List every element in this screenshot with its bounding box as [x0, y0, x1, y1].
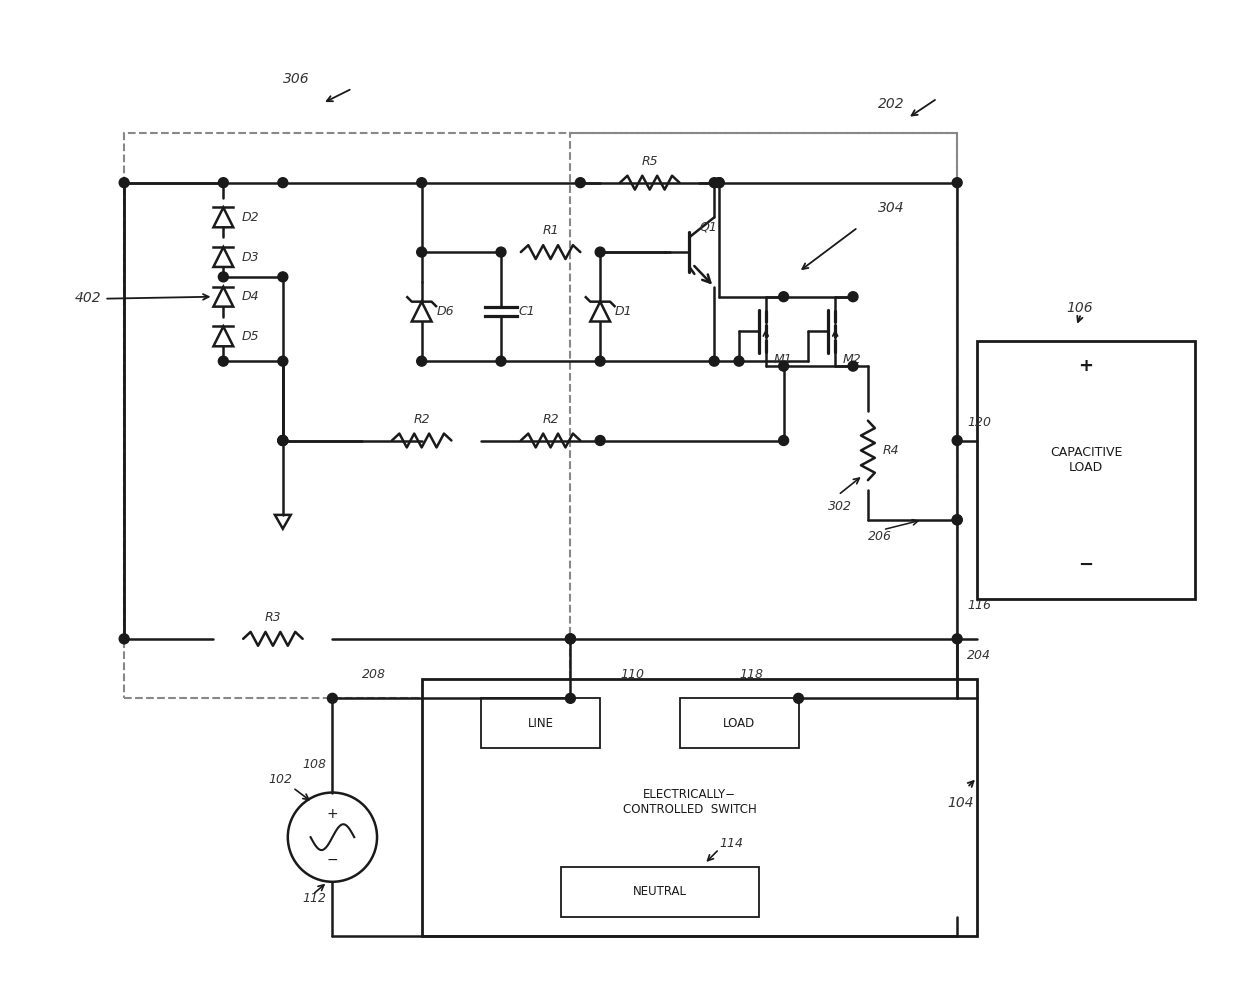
Circle shape [595, 356, 605, 366]
Text: M1: M1 [774, 353, 792, 366]
Circle shape [278, 178, 288, 188]
Circle shape [595, 247, 605, 257]
Text: 112: 112 [303, 892, 326, 905]
Text: 206: 206 [868, 530, 892, 543]
Circle shape [417, 247, 427, 257]
Text: D2: D2 [242, 211, 259, 224]
FancyBboxPatch shape [422, 678, 977, 936]
Text: 118: 118 [739, 668, 763, 682]
FancyBboxPatch shape [560, 867, 759, 916]
Text: D1: D1 [615, 305, 632, 318]
Circle shape [278, 436, 288, 445]
Circle shape [417, 178, 427, 188]
Text: R5: R5 [641, 155, 658, 168]
Text: 102: 102 [268, 773, 291, 786]
Circle shape [278, 436, 288, 445]
Circle shape [848, 361, 858, 371]
Circle shape [496, 356, 506, 366]
Circle shape [952, 515, 962, 525]
Circle shape [327, 693, 337, 703]
Text: 204: 204 [967, 649, 991, 662]
Circle shape [709, 178, 719, 188]
Text: CAPACITIVE
LOAD: CAPACITIVE LOAD [1050, 446, 1122, 474]
Circle shape [779, 361, 789, 371]
Text: R4: R4 [883, 444, 899, 457]
FancyBboxPatch shape [680, 698, 799, 748]
Text: 110: 110 [620, 668, 644, 682]
Circle shape [714, 178, 724, 188]
Circle shape [218, 272, 228, 282]
Text: 114: 114 [719, 837, 743, 850]
Text: C1: C1 [518, 305, 536, 318]
Circle shape [278, 356, 288, 366]
Text: 306: 306 [283, 72, 310, 86]
Circle shape [952, 515, 962, 525]
Text: 104: 104 [947, 796, 973, 810]
Circle shape [734, 356, 744, 366]
Text: R1: R1 [542, 224, 559, 237]
Text: +: + [326, 807, 339, 821]
Circle shape [848, 292, 858, 302]
Text: 108: 108 [303, 758, 326, 771]
Circle shape [714, 178, 724, 188]
Circle shape [709, 356, 719, 366]
Circle shape [218, 178, 228, 188]
Circle shape [952, 436, 962, 445]
Text: D5: D5 [242, 330, 259, 343]
Text: 120: 120 [967, 416, 991, 429]
Circle shape [779, 292, 789, 302]
Text: −: − [326, 853, 339, 867]
Circle shape [952, 178, 962, 188]
Circle shape [278, 436, 288, 445]
Text: LINE: LINE [528, 717, 554, 730]
Circle shape [278, 272, 288, 282]
Circle shape [119, 634, 129, 644]
FancyBboxPatch shape [481, 698, 600, 748]
Text: Q1: Q1 [699, 221, 717, 234]
Text: R3: R3 [264, 611, 281, 624]
Circle shape [496, 247, 506, 257]
Circle shape [417, 356, 427, 366]
Text: NEUTRAL: NEUTRAL [632, 885, 687, 898]
Text: R2: R2 [542, 413, 559, 426]
Circle shape [794, 693, 804, 703]
Text: 304: 304 [878, 201, 904, 215]
Text: 202: 202 [878, 97, 904, 111]
Circle shape [595, 436, 605, 445]
Circle shape [565, 634, 575, 644]
Text: ELECTRICALLY−
CONTROLLED  SWITCH: ELECTRICALLY− CONTROLLED SWITCH [622, 788, 756, 816]
Text: 402: 402 [74, 291, 102, 305]
Text: 106: 106 [1066, 301, 1092, 315]
Text: 116: 116 [967, 599, 991, 612]
Circle shape [779, 436, 789, 445]
Circle shape [218, 356, 228, 366]
Text: 208: 208 [362, 668, 386, 682]
Text: LOAD: LOAD [723, 717, 755, 730]
Text: M2: M2 [843, 353, 862, 366]
Circle shape [575, 178, 585, 188]
Text: +: + [1079, 357, 1094, 375]
FancyBboxPatch shape [977, 341, 1195, 599]
Text: D6: D6 [436, 305, 454, 318]
Circle shape [565, 634, 575, 644]
Text: −: − [1079, 555, 1094, 573]
Text: 302: 302 [828, 500, 852, 513]
Circle shape [565, 693, 575, 703]
Text: R2: R2 [413, 413, 430, 426]
Circle shape [952, 634, 962, 644]
Circle shape [119, 178, 129, 188]
Text: D3: D3 [242, 251, 259, 264]
Text: D4: D4 [242, 290, 259, 303]
